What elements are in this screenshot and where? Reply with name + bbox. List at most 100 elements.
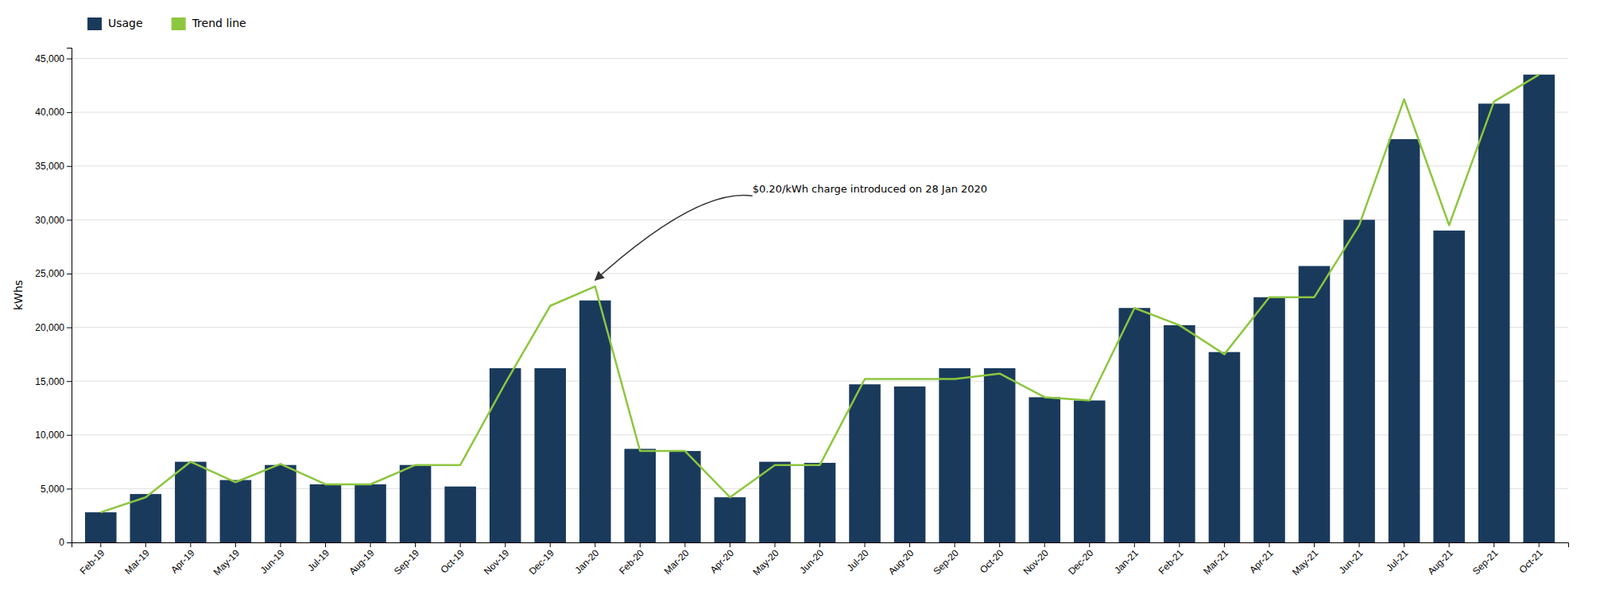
x-tick-mark: [1313, 542, 1315, 547]
bar: [1298, 265, 1331, 543]
y-tick: 40,000: [34, 106, 72, 118]
legend-swatch: [171, 17, 186, 31]
y-tick-mark: [66, 273, 72, 275]
legend: Usage Trend line: [87, 16, 247, 31]
x-tick-label: May-19: [211, 546, 242, 578]
x-tick: Sep-19: [391, 542, 422, 577]
legend-item: Usage: [87, 16, 144, 31]
bar: [1433, 230, 1465, 543]
y-tick-label: 0: [58, 536, 65, 548]
annotation: $0.20/kWh charge introduced on 28 Jan 20…: [595, 182, 988, 280]
y-tick-mark: [66, 380, 72, 382]
x-tick-label: Jul-19: [305, 546, 332, 574]
bar: [444, 486, 477, 543]
x-tick-label: Jul-21: [1383, 546, 1411, 574]
bar: [579, 300, 612, 543]
x-tick-label: Nov-19: [481, 546, 512, 577]
legend-swatch: [87, 17, 102, 31]
marks: [85, 74, 1555, 543]
y-tick-mark: [66, 542, 72, 543]
x-tick-mark: [189, 542, 191, 547]
x-tick-mark: [864, 542, 866, 547]
x-tick: Mar-19: [122, 542, 152, 577]
x-tick-label: Jun-20: [797, 546, 826, 576]
x-tick-label: Feb-21: [1156, 546, 1186, 577]
x-axis: Feb-19 Mar-19 Apr-19 May-19 Jun-19 Jul-19 Aug-…: [72, 542, 1570, 578]
y-tick: 5,000: [40, 483, 72, 495]
x-tick: Mar-21: [1200, 542, 1231, 577]
legend-label: Trend line: [191, 16, 247, 30]
x-tick-mark: [684, 542, 686, 547]
bar: [264, 464, 297, 543]
y-tick-label: 5,000: [40, 483, 65, 495]
x-tick: Oct-19: [437, 542, 467, 576]
x-tick-mark: [100, 542, 101, 547]
bar-series: [85, 74, 1555, 543]
x-tick-mark: [1134, 542, 1136, 547]
y-tick-mark: [66, 434, 72, 436]
bar: [1028, 396, 1061, 543]
x-tick-label: Feb-20: [616, 546, 647, 577]
bar: [1343, 219, 1376, 543]
legend-label: Usage: [108, 16, 144, 30]
x-tick-label: Feb-19: [77, 546, 108, 577]
x-tick-label: Jan-20: [573, 546, 602, 576]
x-tick: Nov-20: [1021, 542, 1051, 577]
x-tick-mark: [504, 542, 506, 547]
x-tick-label: May-20: [750, 546, 781, 578]
bar: [399, 464, 432, 543]
x-tick-mark: [594, 542, 596, 547]
x-tick: Feb-21: [1156, 542, 1186, 577]
x-tick: May-20: [750, 542, 781, 578]
bar: [624, 448, 657, 543]
bar: [1073, 400, 1106, 543]
x-tick: Nov-19: [481, 542, 512, 577]
x-tick-mark: [370, 542, 372, 547]
grid-line: [71, 165, 1569, 167]
y-tick-label: 10,000: [34, 429, 65, 441]
x-tick-mark: [774, 542, 775, 547]
x-tick-mark: [1088, 542, 1090, 547]
x-tick-label: Jun-19: [258, 546, 287, 576]
plot: Feb-19 Mar-19 Apr-19 May-19 Jun-19 Jul-19 Aug-…: [34, 48, 1569, 578]
x-tick-mark: [819, 542, 821, 547]
x-tick-mark: [460, 542, 462, 547]
y-tick: 35,000: [34, 160, 72, 172]
x-tick: Dec-19: [526, 542, 557, 577]
x-tick-mark: [550, 542, 551, 547]
y-tick: 0: [58, 536, 72, 548]
y-tick-label: 20,000: [34, 321, 65, 334]
x-tick-label: Apr-21: [1247, 546, 1276, 576]
x-tick: Jun-19: [258, 542, 287, 576]
y-tick-mark: [66, 58, 72, 60]
x-tick-mark: [145, 542, 147, 547]
y-tick-mark: [66, 488, 72, 489]
x-tick-label: Mar-19: [122, 546, 152, 577]
bar: [804, 462, 837, 543]
y-tick-mark: [66, 327, 72, 329]
x-tick: Oct-21: [1517, 542, 1546, 576]
x-tick: Sep-20: [931, 542, 961, 577]
y-tick-label: 30,000: [34, 214, 65, 226]
y-tick-label: 15,000: [34, 375, 65, 388]
x-tick: Aug-20: [886, 542, 916, 577]
x-tick-label: Jul-20: [844, 546, 872, 574]
x-tick: Jan-20: [573, 542, 602, 576]
x-axis-line: [72, 542, 1570, 548]
x-tick-mark: [235, 542, 237, 547]
x-tick-mark: [1359, 542, 1360, 547]
grid: [71, 58, 1569, 543]
bar: [1119, 307, 1151, 543]
x-tick-label: May-21: [1290, 546, 1321, 578]
bar: [1522, 74, 1555, 543]
bar: [489, 368, 522, 543]
bar: [984, 368, 1016, 543]
y-tick: 15,000: [34, 375, 72, 388]
x-tick-mark: [1178, 542, 1180, 547]
x-tick-mark: [1403, 542, 1405, 547]
x-tick-label: Mar-21: [1200, 546, 1231, 577]
x-tick: Jun-21: [1336, 542, 1366, 576]
x-tick-label: Apr-19: [168, 546, 198, 576]
x-tick: Apr-20: [708, 542, 737, 576]
x-tick-label: Oct-20: [977, 546, 1007, 576]
